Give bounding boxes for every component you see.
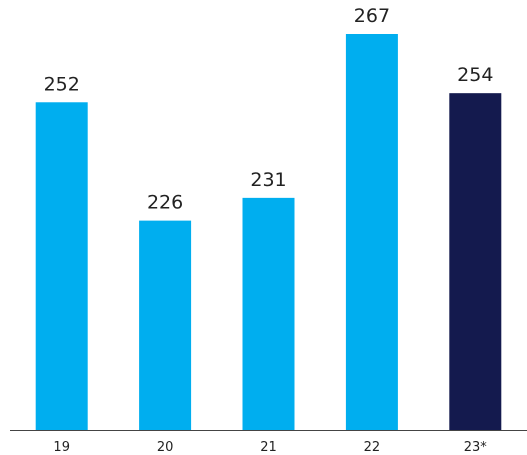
bars-group [35, 34, 502, 430]
bar-value-label: 226 [147, 192, 183, 214]
x-tick-label: 23* [464, 440, 488, 455]
bar-20 [139, 220, 192, 430]
bar-value-label: 231 [250, 169, 286, 191]
bar-19 [35, 102, 88, 430]
bar-value-label: 252 [44, 73, 80, 95]
x-tick-label: 20 [157, 440, 174, 455]
value-labels-group: 252 226 231 267 254 [44, 5, 494, 214]
x-tick-labels-group: 19 20 21 22 23* [53, 440, 487, 455]
bar-value-label: 254 [457, 64, 493, 86]
bar-value-label: 267 [354, 5, 390, 27]
bar-22 [345, 34, 398, 430]
x-tick-label: 22 [364, 440, 381, 455]
bar-21 [242, 197, 295, 430]
x-tick-label: 19 [53, 440, 70, 455]
x-tick-label: 21 [260, 440, 277, 455]
bar-23 [449, 93, 502, 430]
